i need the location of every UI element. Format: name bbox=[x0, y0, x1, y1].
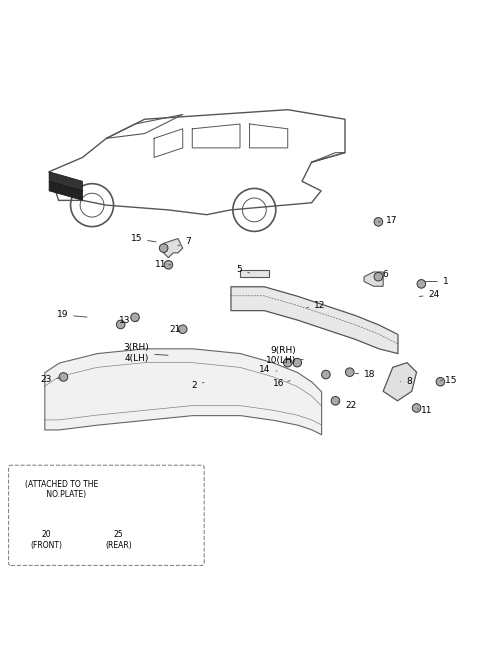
Text: 16: 16 bbox=[273, 379, 290, 387]
Text: 15: 15 bbox=[131, 234, 156, 243]
Text: 7: 7 bbox=[178, 237, 191, 246]
Polygon shape bbox=[164, 238, 183, 258]
Text: 21: 21 bbox=[169, 325, 180, 334]
Circle shape bbox=[322, 370, 330, 379]
Text: 20
(FRONT): 20 (FRONT) bbox=[31, 530, 63, 550]
Text: 22: 22 bbox=[338, 401, 356, 410]
Text: 5: 5 bbox=[237, 265, 250, 274]
Circle shape bbox=[129, 507, 136, 514]
Text: 13: 13 bbox=[119, 316, 137, 325]
Polygon shape bbox=[383, 363, 417, 401]
Circle shape bbox=[59, 373, 68, 381]
Text: 11: 11 bbox=[155, 261, 171, 269]
Text: 18: 18 bbox=[355, 370, 375, 379]
Circle shape bbox=[116, 320, 125, 329]
Circle shape bbox=[293, 358, 301, 367]
Circle shape bbox=[179, 325, 187, 333]
Text: 9(RH)
10(LH): 9(RH) 10(LH) bbox=[265, 346, 303, 365]
Circle shape bbox=[283, 358, 292, 367]
Circle shape bbox=[131, 313, 139, 321]
Circle shape bbox=[346, 368, 354, 377]
Text: 8: 8 bbox=[400, 377, 412, 386]
Text: 3(RH)
4(LH): 3(RH) 4(LH) bbox=[123, 343, 168, 363]
Text: 24: 24 bbox=[420, 291, 440, 299]
Polygon shape bbox=[364, 272, 383, 287]
Text: 15: 15 bbox=[441, 376, 459, 385]
Polygon shape bbox=[240, 270, 269, 277]
Text: 11: 11 bbox=[418, 406, 433, 415]
Text: 17: 17 bbox=[378, 216, 397, 225]
Circle shape bbox=[417, 280, 426, 288]
Text: (ATTACHED TO THE
         NO.PLATE): (ATTACHED TO THE NO.PLATE) bbox=[25, 480, 98, 499]
Circle shape bbox=[115, 507, 122, 514]
Circle shape bbox=[57, 507, 65, 514]
Text: 12: 12 bbox=[307, 301, 325, 310]
Circle shape bbox=[374, 273, 383, 281]
Circle shape bbox=[159, 244, 168, 253]
Circle shape bbox=[412, 403, 421, 412]
Polygon shape bbox=[49, 172, 83, 191]
Circle shape bbox=[43, 507, 50, 514]
Text: 14: 14 bbox=[259, 365, 277, 374]
Circle shape bbox=[164, 261, 173, 269]
Text: 23: 23 bbox=[40, 375, 60, 384]
Text: 1: 1 bbox=[424, 277, 449, 286]
Circle shape bbox=[374, 218, 383, 226]
Text: 6: 6 bbox=[382, 270, 388, 279]
Text: 25
(REAR): 25 (REAR) bbox=[105, 530, 132, 550]
Circle shape bbox=[331, 397, 340, 405]
Polygon shape bbox=[49, 181, 83, 200]
Text: 19: 19 bbox=[57, 311, 87, 319]
Text: 2: 2 bbox=[192, 381, 204, 389]
FancyBboxPatch shape bbox=[9, 465, 204, 565]
Circle shape bbox=[436, 377, 445, 386]
